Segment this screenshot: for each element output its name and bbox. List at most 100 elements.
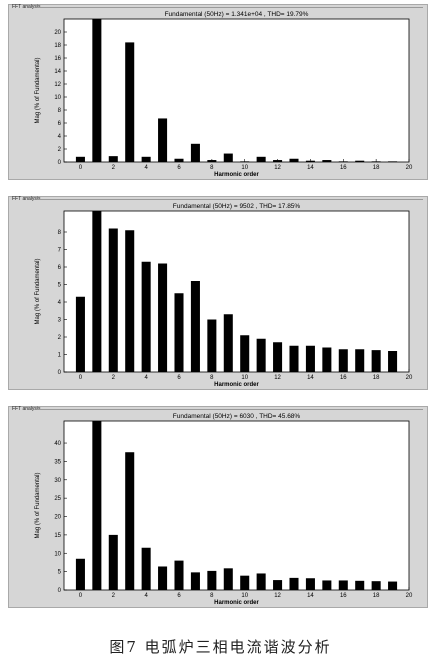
x-tick-label: 2 [112, 375, 116, 381]
panel-label: FFT analysis [12, 406, 41, 412]
bar-h7 [190, 572, 200, 590]
chart-title: Fundamental (50Hz) = 9502 , THD= 17.85% [173, 203, 301, 210]
x-axis-label: Harmonic order [214, 382, 259, 388]
x-tick-label: 2 [112, 165, 116, 171]
x-tick-label: 8 [210, 165, 214, 171]
bar-h16 [338, 349, 348, 372]
bar-h13 [289, 158, 299, 162]
panel-rule [37, 409, 423, 410]
fft-panel-1: FFT analysis Fundamental (50Hz) = 1.341e… [8, 4, 428, 180]
y-tick-label: 6 [58, 121, 62, 127]
panel-rule [37, 199, 423, 200]
bar-h19 [388, 351, 398, 372]
y-tick-label: 18 [54, 43, 61, 49]
bar-h2 [108, 534, 118, 590]
y-tick-label: 4 [58, 300, 62, 306]
bar-h6 [174, 293, 184, 372]
x-tick-label: 16 [340, 593, 347, 599]
y-tick-label: 2 [58, 335, 62, 341]
bar-h9 [223, 568, 233, 590]
x-tick-label: 6 [177, 593, 181, 599]
x-tick-label: 4 [144, 375, 148, 381]
fft-chart-2: Fundamental (50Hz) = 9502 , THD= 17.85% 0… [35, 203, 413, 388]
bar-h17 [355, 580, 365, 590]
bar-h14 [305, 578, 315, 590]
y-tick-label: 10 [54, 95, 61, 101]
bar-h13 [289, 345, 299, 372]
x-tick-label: 12 [274, 375, 281, 381]
y-tick-label: 7 [58, 248, 62, 254]
x-tick-label: 12 [274, 165, 281, 171]
x-tick-label: 14 [307, 375, 314, 381]
x-tick-label: 18 [373, 375, 380, 381]
bar-h7 [190, 143, 200, 162]
bar-h5 [158, 118, 168, 162]
x-tick-label: 8 [210, 593, 214, 599]
x-tick-label: 2 [112, 593, 116, 599]
bar-h8 [207, 319, 217, 372]
plot-area [63, 420, 410, 591]
bar-h12 [273, 342, 283, 372]
x-tick-label: 6 [177, 165, 181, 171]
y-tick-label: 16 [54, 56, 61, 62]
x-tick-label: 20 [406, 593, 413, 599]
y-tick-label: 2 [58, 147, 62, 153]
x-tick-label: 14 [307, 165, 314, 171]
bar-h12 [273, 580, 283, 590]
chart-title: Fundamental (50Hz) = 1.341e+04 , THD= 19… [165, 11, 309, 18]
bar-h5 [158, 263, 168, 372]
bar-h11 [256, 338, 266, 372]
x-axis-label: Harmonic order [214, 600, 259, 606]
bar-h10 [240, 575, 250, 590]
bar-h15 [322, 160, 332, 162]
bar-h17 [355, 349, 365, 372]
y-tick-label: 30 [54, 478, 61, 484]
y-tick-label: 6 [58, 265, 62, 271]
y-tick-label: 35 [54, 459, 61, 465]
bar-h2 [108, 228, 118, 372]
bar-h18 [371, 350, 381, 372]
bar-h5 [158, 566, 168, 590]
bar-h14 [305, 345, 315, 372]
y-tick-label: 12 [54, 82, 61, 88]
x-tick-label: 0 [79, 165, 83, 171]
fft-panel-3: FFT analysis Fundamental (50Hz) = 6030 ,… [8, 406, 428, 608]
x-tick-label: 4 [144, 593, 148, 599]
bar-h19 [388, 161, 398, 162]
bar-h13 [289, 577, 299, 590]
y-tick-label: 0 [58, 160, 62, 166]
bar-h6 [174, 560, 184, 590]
bar-h9 [223, 314, 233, 372]
bar-h10 [240, 335, 250, 372]
y-tick-label: 0 [58, 588, 62, 594]
bar-h4 [141, 261, 151, 372]
figure-caption: 图7 电弧炉三相电流谐波分析 [109, 638, 332, 656]
x-tick-label: 10 [241, 593, 248, 599]
x-tick-label: 6 [177, 375, 181, 381]
bar-h17 [355, 160, 365, 162]
chart-title: Fundamental (50Hz) = 6030 , THD= 45.68% [173, 413, 301, 420]
bar-h1 [92, 421, 102, 590]
bar-h7 [190, 281, 200, 372]
panel-label: FFT analysis [12, 4, 41, 10]
y-tick-label: 1 [58, 353, 62, 359]
x-tick-label: 0 [79, 375, 83, 381]
y-tick-label: 5 [58, 283, 62, 289]
bar-h3 [125, 452, 135, 590]
x-tick-label: 16 [340, 375, 347, 381]
bar-h11 [256, 573, 266, 590]
x-tick-label: 10 [241, 375, 248, 381]
bar-h11 [256, 156, 266, 162]
x-tick-label: 20 [406, 165, 413, 171]
x-tick-label: 12 [274, 593, 281, 599]
y-tick-label: 10 [54, 551, 61, 557]
y-tick-label: 20 [54, 515, 61, 521]
bar-h3 [125, 42, 135, 162]
x-tick-label: 10 [241, 165, 248, 171]
y-axis-label: Mag (% of Fundamental) [35, 472, 41, 538]
bar-h1 [92, 19, 102, 162]
y-axis-label: Mag (% of Fundamental) [35, 258, 41, 324]
y-tick-label: 0 [58, 370, 62, 376]
y-tick-label: 4 [58, 134, 62, 140]
bar-h4 [141, 547, 151, 590]
